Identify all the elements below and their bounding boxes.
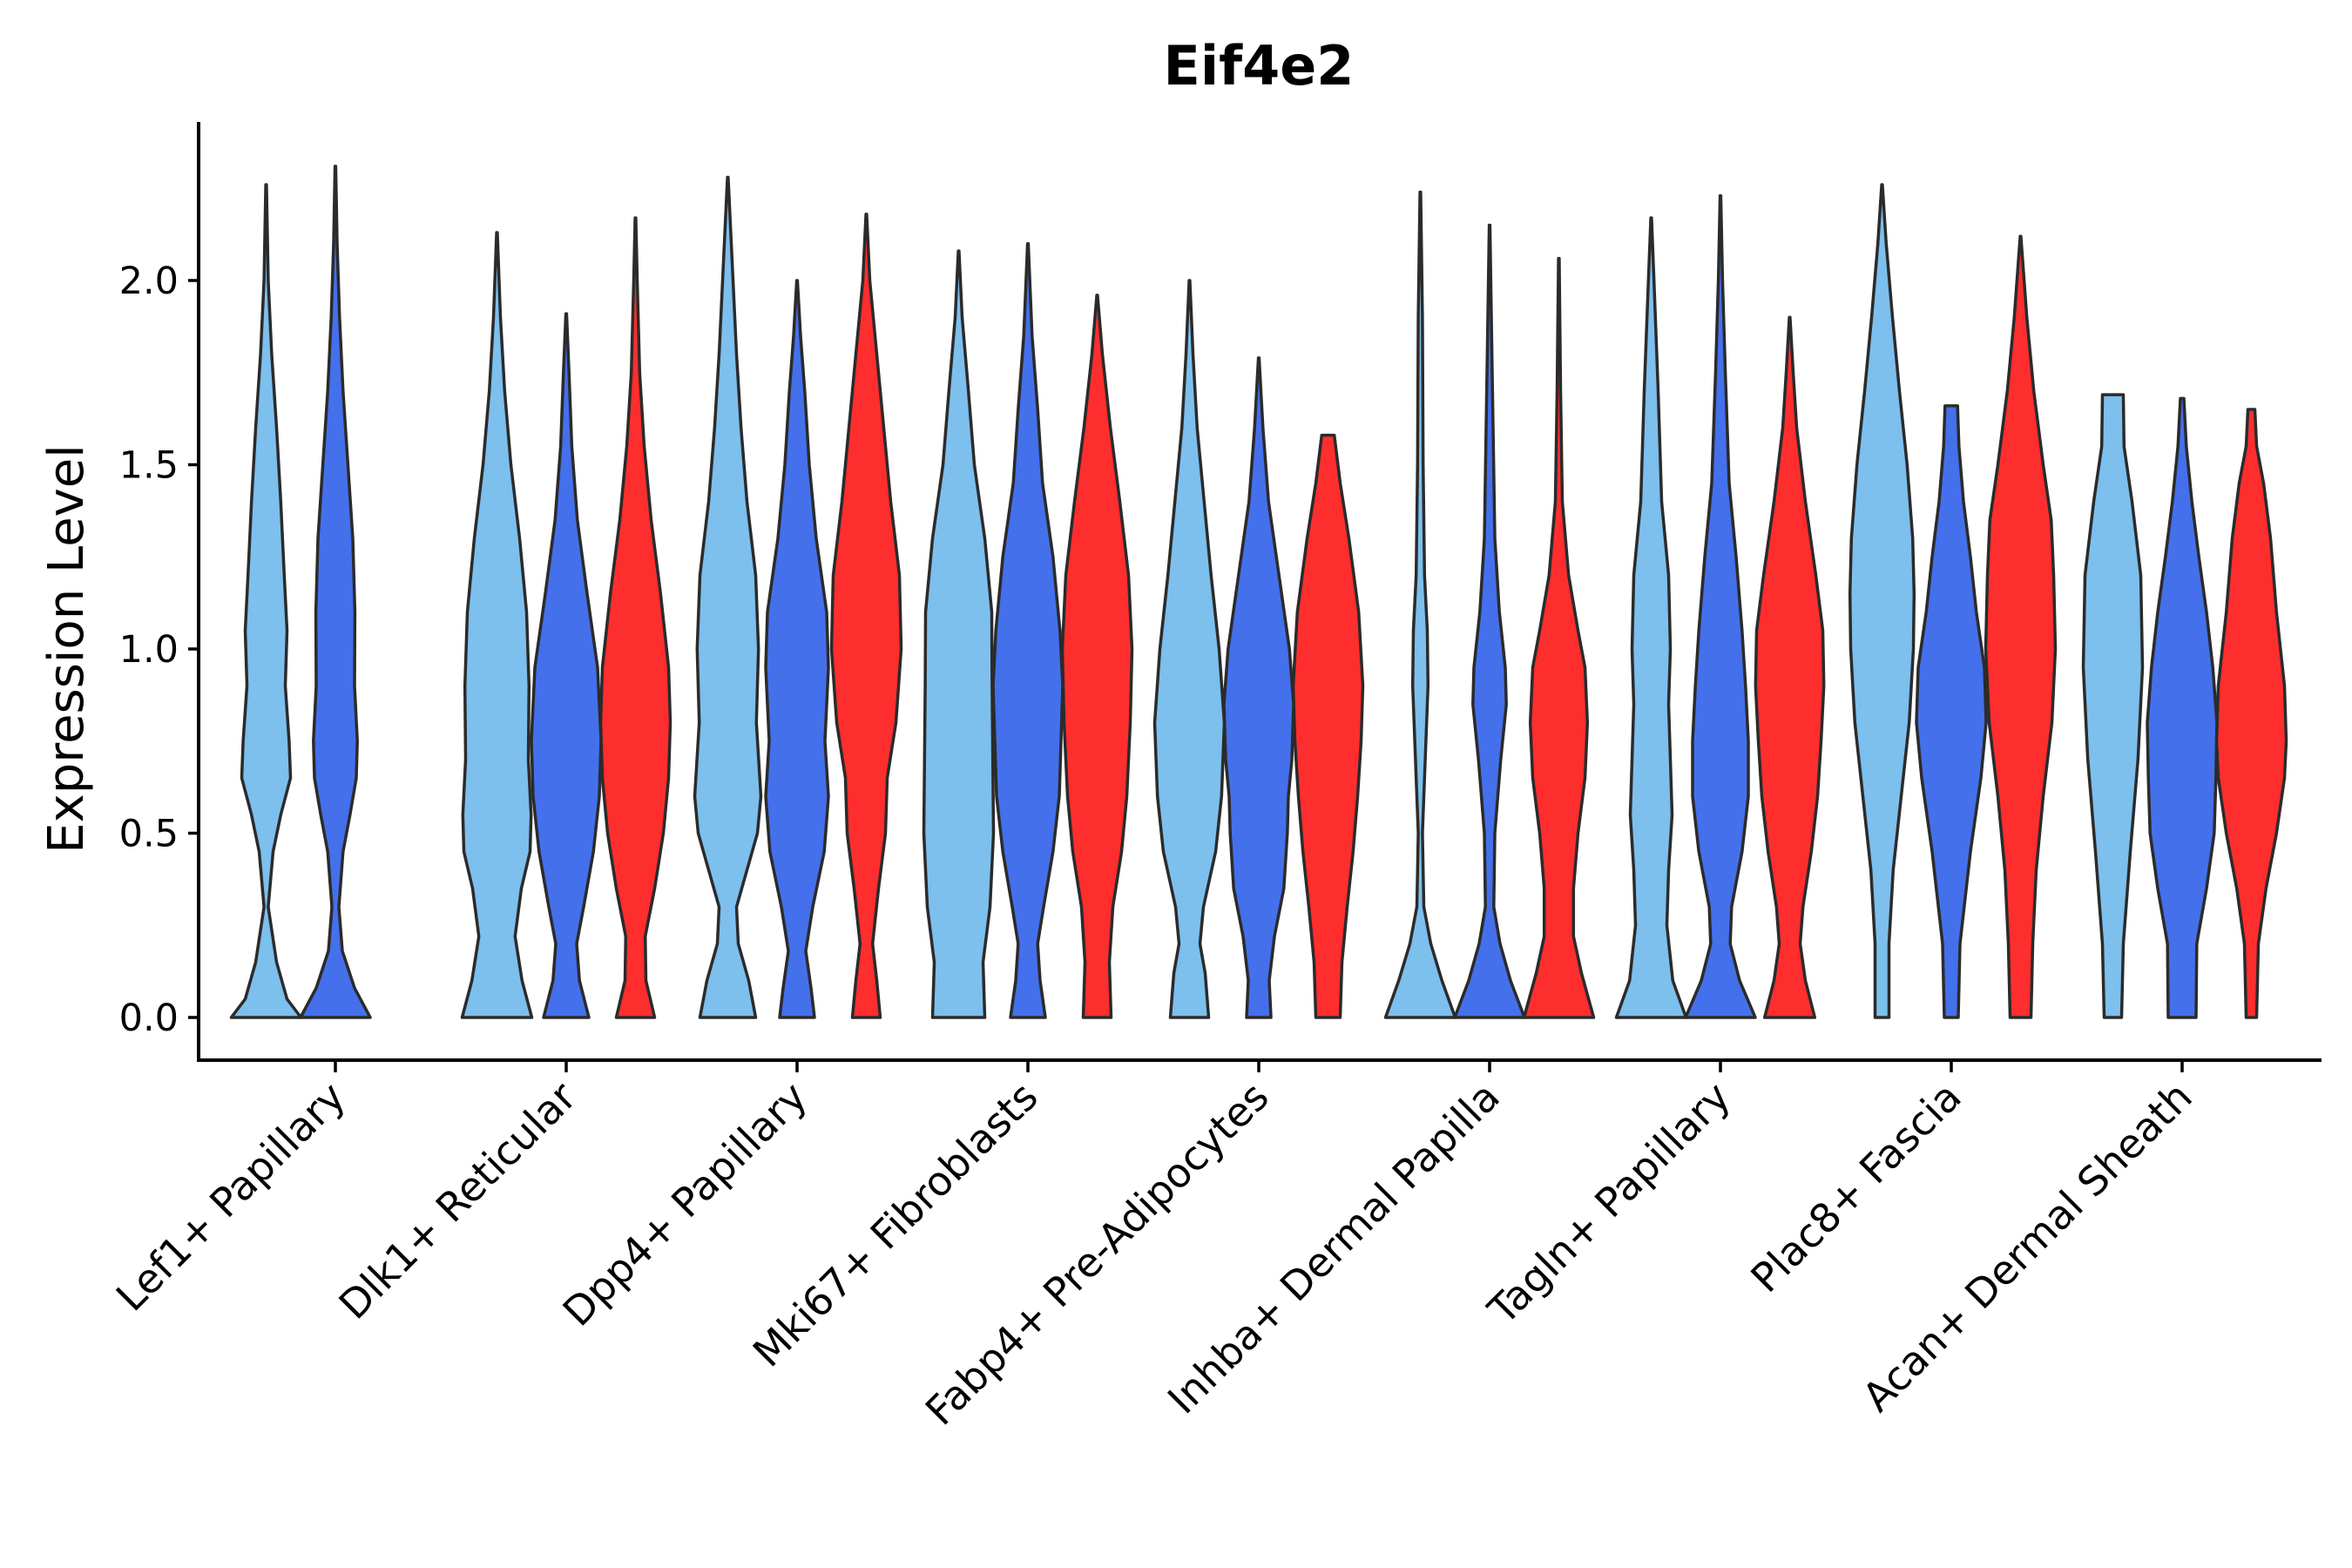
violin-3-3	[829, 213, 903, 1019]
violin-2-1	[299, 165, 372, 1019]
violin-2-5	[1222, 356, 1295, 1019]
y-tick-label: 1.5	[119, 444, 179, 488]
y-axis-label: Expression Level	[38, 444, 95, 854]
y-tick-label: 0.5	[119, 813, 179, 856]
violin-2-4	[991, 241, 1064, 1019]
violin-1-2	[460, 231, 534, 1019]
violin-2-7	[1684, 193, 1757, 1019]
x-tick-label: Dpp4+ Papillary	[554, 1073, 816, 1335]
y-tick-label: 2.0	[119, 260, 179, 303]
violin-2-3	[764, 279, 830, 1019]
x-tick-label: Tagln+ Papillary	[1478, 1073, 1740, 1335]
violin-3-6	[1522, 256, 1596, 1019]
violin-3-2	[598, 216, 672, 1019]
x-tick-label: Dlk1+ Reticular	[330, 1073, 585, 1328]
violin-3-5	[1291, 433, 1365, 1019]
y-tick-label: 1.0	[119, 628, 179, 672]
x-tick-label: Lef1+ Papillary	[107, 1073, 355, 1321]
violin-2-9	[2146, 396, 2219, 1019]
violin-1-7	[1614, 216, 1688, 1019]
violin-2-6	[1453, 223, 1526, 1019]
violin-1-9	[2081, 393, 2145, 1019]
violin-1-5	[1152, 279, 1227, 1019]
x-tick-label: Plac8+ Fascia	[1741, 1073, 1970, 1301]
violin-3-8	[1984, 234, 2058, 1019]
violin-3-9	[2214, 408, 2288, 1019]
violin-2-8	[1915, 404, 1988, 1019]
violin-1-1	[229, 183, 303, 1019]
violin-3-7	[1754, 315, 1826, 1019]
violin-1-3	[693, 175, 763, 1019]
violin-group	[229, 165, 2288, 1019]
violin-3-4	[1060, 294, 1134, 1019]
violin-1-6	[1383, 190, 1457, 1019]
y-tick-label: 0.0	[119, 997, 179, 1040]
violin-1-4	[922, 249, 996, 1019]
chart-title: Eif4e2	[1164, 34, 1355, 98]
y-axis-ticks: 0.0 0.5 1.0 1.5 2.0	[119, 260, 199, 1040]
violin-2-2	[530, 312, 603, 1019]
violin-1-8	[1848, 183, 1916, 1019]
